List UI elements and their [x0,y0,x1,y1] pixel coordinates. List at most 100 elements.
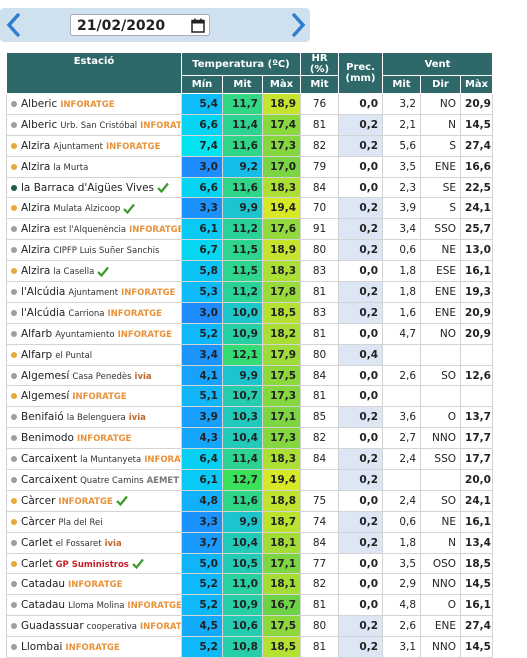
value-cell: 13,4 [460,531,494,554]
value-cell: 5,1 [181,385,223,408]
status-dot [11,288,17,295]
status-dot [11,560,17,567]
value-cell: 4,3 [181,427,223,450]
value-cell: 3,5 [382,552,422,575]
value-cell: 5,2 [181,636,223,658]
value-cell: 0,6 [382,239,422,262]
value-cell: 6,6 [181,176,223,199]
value-cell: 17,9 [261,343,302,366]
value-cell [460,343,494,366]
station-subname: Mulata Alzicoop [53,204,121,215]
status-dot [11,644,17,651]
value-cell: NNO [420,573,462,596]
station-row: Alzira CIPFP Luis Suñer Sanchis 6,7 11,5 18,… [6,239,494,262]
station-row: Llombai INFORATGE 5,2 10,8 18,5 81 0,2 3,1 NNO 14… [6,636,494,658]
date-input[interactable]: 21/02/2020 [70,14,210,36]
header-cell: Estació [6,52,182,94]
value-cell: 3,3 [181,197,223,220]
value-cell: 81 [300,594,340,617]
station-cell: Alzira la Murta [6,155,182,178]
status-dot [11,518,17,525]
value-cell: 4,8 [181,489,223,512]
station-subname: Ajuntament [53,141,104,152]
value-cell: 91 [300,218,340,241]
station-name: Catadau [21,599,66,612]
value-cell: ENE [420,281,462,303]
value-cell: 6,7 [181,239,223,262]
station-cell: Llombai INFORATGE [6,636,182,658]
value-cell: 2,3 [382,176,422,199]
date-navigator: 21/02/2020 [0,8,310,42]
value-cell: ENE [420,155,462,178]
station-cell: Alfarp el Puntal [6,343,182,366]
station-name: Carcaixent [21,453,78,466]
value-cell: 82 [300,573,340,596]
value-cell: 18,5 [261,636,302,658]
value-cell: 11,6 [222,489,263,512]
value-cell [382,385,422,408]
value-cell: 18,3 [261,448,302,471]
value-cell: SO [420,364,462,387]
header-cell: Mín [181,75,223,94]
header-row: Mín Mit Màx Mit Mit Dir Màx [7,75,494,94]
value-cell: 74 [300,510,340,533]
station-cell: Càrcer INFORATGE [6,489,182,512]
value-cell: 5,2 [181,322,223,345]
station-cell: Benifaió la Belenguera ivia [6,406,182,429]
value-cell [382,343,422,366]
station-name: la Barraca d'Aigües Vives [21,181,155,194]
value-cell: 17,4 [261,113,302,136]
status-dot [11,372,17,379]
calendar-icon[interactable] [191,18,205,33]
verified-check [123,203,136,215]
value-cell: 9,2 [222,155,263,178]
station-cell: GuadassuarcooperativaINFORATGE [6,615,182,638]
value-cell: 80 [300,239,340,262]
station-subname: la Casella [53,267,95,278]
value-cell: 77 [300,552,340,575]
value-cell: 18,1 [261,573,302,596]
station-cell: Alzira Mulata Alzicoop [6,197,182,220]
value-cell: 0,2 [338,113,384,136]
value-cell: 2,4 [382,489,422,512]
value-cell: 0,0 [338,427,384,450]
value-cell: 1,8 [382,260,422,283]
value-cell: 9,9 [222,510,263,533]
value-cell: 19,4 [261,197,302,220]
value-cell: 3,4 [382,218,422,241]
stations-table: Estació Temperatura (ºC) HR (%) Prec. (m… [6,52,494,658]
value-cell: ESE [420,260,462,283]
value-cell: 0,0 [338,176,384,199]
next-day-button[interactable] [288,12,308,38]
station-name: Càrcer [21,494,56,507]
station-name: Alzira [21,244,51,257]
previous-day-button[interactable] [4,12,24,38]
value-cell: 0,0 [338,594,384,617]
value-cell: 2,4 [382,448,422,471]
value-cell: 10,3 [222,406,263,429]
status-dot [11,268,17,275]
station-cell: Catadau INFORATGE [6,573,182,596]
station-row: Algemesí INFORATGE 5,1 10,7 17,3 81 0,0 [6,385,494,408]
station-name: Alzira [21,139,51,152]
value-cell: 0,2 [338,615,384,638]
value-cell: 14,5 [460,573,494,596]
value-cell: NO [420,93,462,115]
value-cell: 11,6 [222,134,263,157]
value-cell: 0,2 [338,281,384,303]
header-cell: Vent [382,52,494,76]
value-cell: 5,6 [382,134,422,157]
value-cell: 5,2 [181,573,223,596]
value-cell [420,385,462,408]
network-tag: INFORATGE [117,329,172,340]
value-cell: 79 [300,155,340,178]
value-cell: OSO [420,552,462,575]
station-row: l'Alcúdia Ajuntament INFORATGE 5,3 11,2 17,8 8… [6,281,494,303]
value-cell: 83 [300,260,340,283]
value-cell: 12,1 [222,343,263,366]
value-cell: 25,7 [460,218,494,241]
header-cell: Mit [382,75,422,94]
value-cell: 10,8 [222,636,263,658]
